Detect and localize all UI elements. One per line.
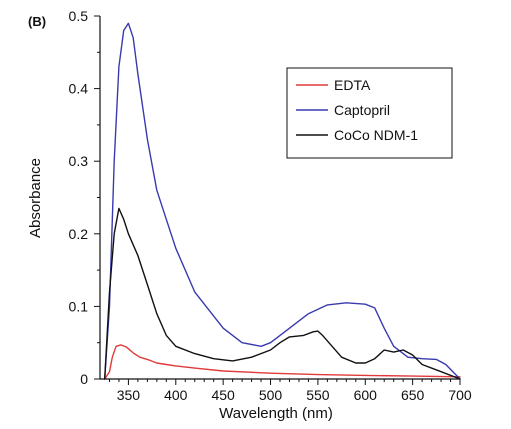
y-tick-label: 0.5 <box>69 8 89 24</box>
x-tick-label: 500 <box>259 387 283 403</box>
y-axis-title: Absorbance <box>27 158 44 238</box>
x-axis-title: Wavelength (nm) <box>219 405 333 422</box>
y-tick-label: 0.1 <box>69 298 89 314</box>
legend-box <box>286 67 453 159</box>
y-tick-label: 0.2 <box>69 226 89 242</box>
y-tick-label: 0.3 <box>69 153 89 169</box>
series-line-0 <box>103 344 461 380</box>
x-tick-label: 700 <box>448 387 472 403</box>
y-tick-label: 0.4 <box>69 81 89 97</box>
series-line-1 <box>103 22 461 380</box>
legend-label-1: Captopril <box>334 102 390 118</box>
y-tick-label: 0 <box>80 371 88 387</box>
legend-label-0: EDTA <box>334 77 371 93</box>
x-tick-label: 650 <box>401 387 425 403</box>
x-tick-label: 400 <box>164 387 188 403</box>
x-tick-label: 600 <box>354 387 378 403</box>
legend: EDTA Captopril CoCo NDM-1 <box>286 67 453 159</box>
x-tick-label: 450 <box>211 387 235 403</box>
legend-label-2: CoCo NDM-1 <box>334 127 418 143</box>
x-tick-label: 550 <box>306 387 330 403</box>
series-lines <box>103 22 461 380</box>
axes: 0 0.1 0.2 0.3 0.4 0.5 350 400 450 500 550 600 650 700 <box>69 8 472 403</box>
series-line-2 <box>103 207 461 380</box>
panel-label: (B) <box>28 14 46 29</box>
x-tick-label: 350 <box>117 387 141 403</box>
